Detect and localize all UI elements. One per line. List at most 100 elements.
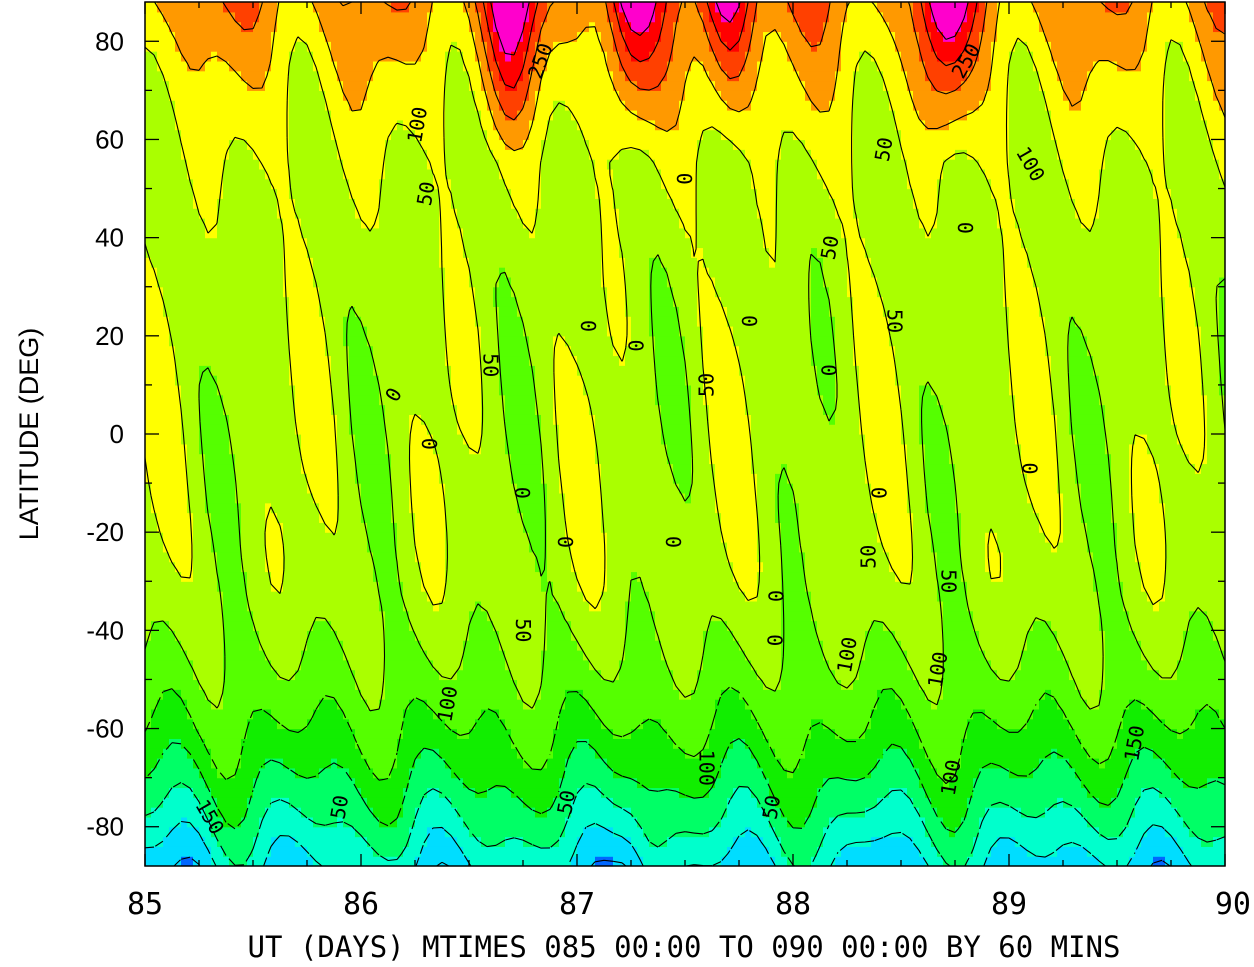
contour-cell — [451, 748, 458, 759]
contour-cell — [271, 807, 278, 818]
contour-cell — [283, 159, 290, 170]
contour-cell — [271, 267, 278, 278]
contour-cell — [397, 80, 404, 91]
contour-cell — [295, 21, 302, 33]
contour-cell — [187, 492, 194, 504]
contour-cell — [415, 286, 422, 298]
contour-cell — [403, 335, 410, 347]
contour-cell — [313, 168, 320, 180]
contour-cell — [367, 718, 374, 730]
contour-cell — [343, 11, 350, 23]
contour-cell — [289, 561, 296, 573]
contour-cell — [253, 110, 260, 121]
contour-cell — [145, 522, 152, 533]
contour-cell — [241, 689, 248, 700]
contour-cell — [367, 80, 374, 91]
contour-cell — [169, 129, 176, 141]
contour-cell — [187, 51, 194, 62]
contour-cell — [163, 532, 170, 543]
contour-cell — [175, 335, 182, 347]
contour-cell — [247, 443, 254, 455]
contour-cell — [187, 11, 194, 23]
contour-cell — [271, 424, 278, 435]
contour-cell — [247, 807, 254, 818]
contour-cell — [379, 60, 386, 72]
contour-cell — [253, 178, 260, 190]
contour-cell — [403, 816, 410, 828]
contour-cell — [355, 316, 362, 327]
contour-cell — [241, 276, 248, 288]
contour-cell — [217, 816, 224, 828]
contour-cell — [223, 600, 230, 612]
contour-cell — [433, 532, 440, 543]
contour-cell — [157, 767, 164, 779]
contour-cell — [373, 532, 380, 543]
contour-cell — [421, 2, 428, 13]
contour-cell — [313, 70, 320, 82]
contour-cell — [217, 689, 224, 700]
contour-cell — [325, 178, 332, 190]
contour-cell — [439, 119, 446, 131]
contour-cell — [295, 375, 302, 386]
contour-cell — [181, 542, 188, 553]
contour-cell — [355, 600, 362, 612]
contour-cell — [433, 70, 440, 82]
contour-cell — [331, 610, 338, 622]
contour-cell — [433, 375, 440, 386]
contour-cell — [469, 149, 476, 160]
contour-cell — [445, 492, 452, 504]
contour-cell — [313, 80, 320, 91]
contour-cell — [463, 669, 470, 681]
contour-cell — [445, 296, 452, 307]
contour-cell — [439, 816, 446, 828]
contour-cell — [409, 856, 416, 866]
contour-cell — [145, 532, 152, 543]
contour-cell — [367, 797, 374, 808]
contour-cell — [427, 188, 434, 199]
contour-cell — [325, 434, 332, 445]
contour-cell — [409, 306, 416, 317]
contour-cell — [175, 218, 182, 229]
contour-cell — [301, 414, 308, 425]
contour-cell — [169, 728, 176, 739]
contour-cell — [199, 787, 206, 798]
contour-cell — [385, 11, 392, 23]
contour-cell — [229, 502, 236, 514]
contour-cell — [229, 384, 236, 396]
contour-cell — [289, 129, 296, 141]
contour-cell — [439, 767, 446, 779]
contour-cell — [295, 110, 302, 121]
contour-cell — [475, 198, 482, 209]
contour-cell — [469, 787, 476, 798]
contour-cell — [205, 816, 212, 828]
contour-cell — [349, 129, 356, 141]
contour-cell — [319, 738, 326, 749]
contour-cell — [343, 355, 350, 366]
contour-cell — [337, 149, 344, 160]
contour-cell — [169, 178, 176, 190]
contour-cell — [427, 345, 434, 357]
contour-cell — [427, 708, 434, 720]
contour-cell — [433, 159, 440, 170]
contour-cell — [331, 21, 338, 33]
contour-cell — [211, 149, 218, 160]
contour-cell — [211, 129, 218, 141]
contour-cell — [181, 708, 188, 720]
contour-cell — [235, 247, 242, 258]
contour-cell — [217, 650, 224, 661]
contour-cell — [247, 856, 254, 866]
contour-cell — [325, 443, 332, 455]
contour-cell — [193, 90, 200, 101]
contour-cell — [145, 404, 152, 415]
contour-cell — [355, 679, 362, 690]
contour-cell — [241, 257, 248, 268]
contour-cell — [439, 110, 446, 121]
contour-cell — [379, 826, 386, 838]
contour-cell — [289, 355, 296, 366]
contour-cell — [481, 620, 488, 631]
contour-cell — [205, 129, 212, 141]
contour-cell — [205, 483, 212, 494]
contour-cell — [181, 218, 188, 229]
contour-cell — [373, 90, 380, 101]
contour-cell — [337, 669, 344, 681]
